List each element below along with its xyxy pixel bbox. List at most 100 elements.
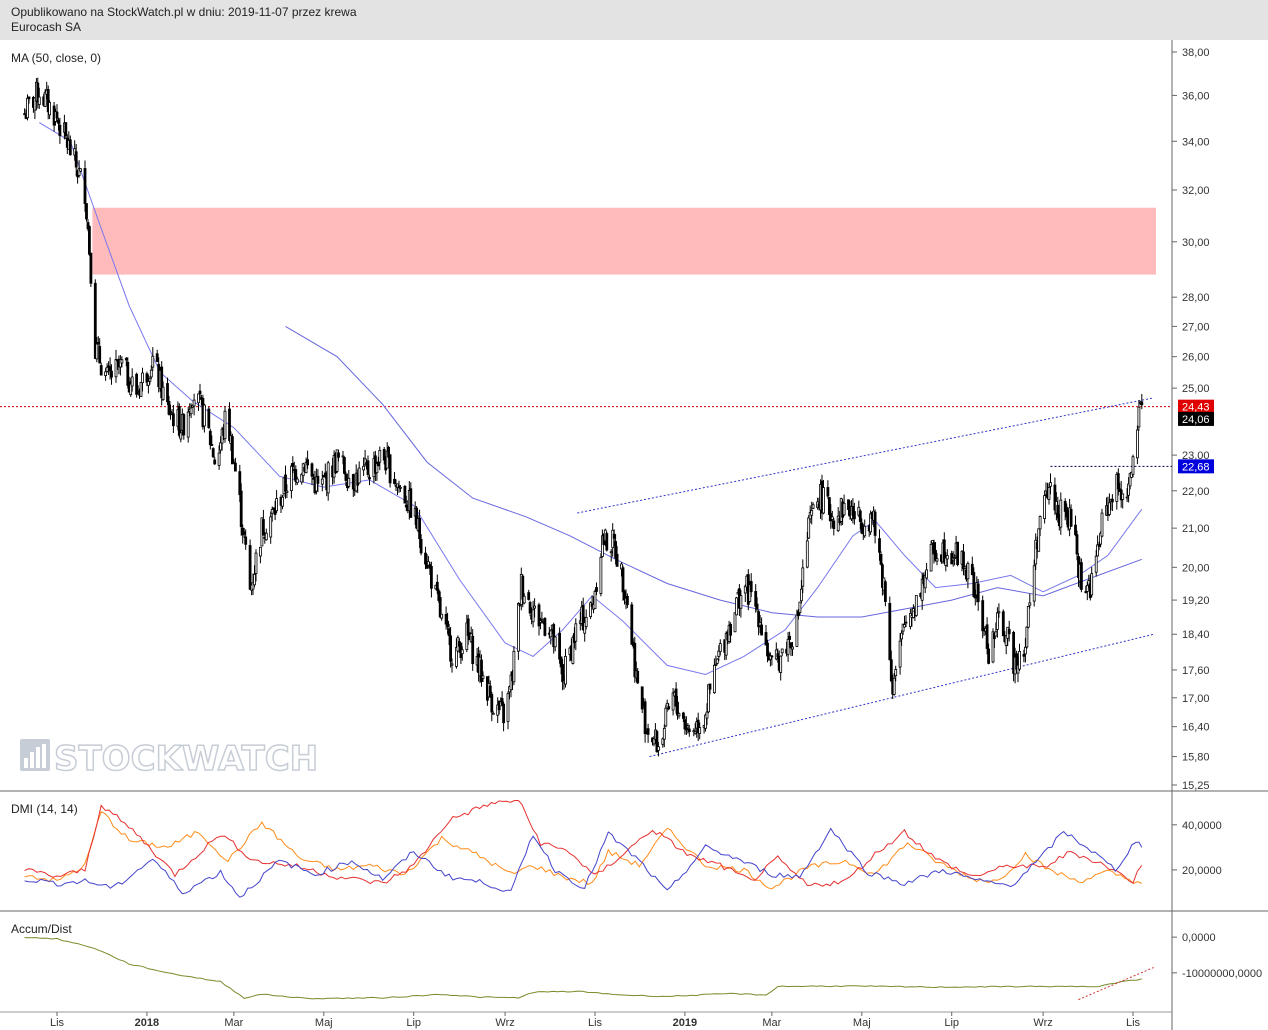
- candle-body: [858, 510, 862, 522]
- candle-body: [435, 581, 439, 591]
- candle-body: [242, 531, 246, 535]
- candle-body: [362, 465, 366, 471]
- candle-body: [202, 404, 206, 427]
- candle-body: [342, 457, 346, 474]
- candle-body: [1047, 487, 1051, 500]
- candle-body: [1125, 496, 1129, 499]
- candle-body: [889, 659, 893, 682]
- price-tick-label: 32,00: [1182, 185, 1210, 197]
- candle-body: [258, 546, 262, 557]
- candle-body: [571, 637, 575, 664]
- candle-body: [935, 558, 939, 562]
- candle-body: [291, 462, 295, 467]
- price-tick-label: 16,40: [1182, 722, 1210, 734]
- candle-body: [698, 727, 702, 734]
- candle-body: [424, 552, 427, 565]
- channel-lower-line: [649, 633, 1154, 758]
- candlesticks: [23, 77, 1144, 757]
- price-tag-label: 22,68: [1182, 461, 1210, 473]
- candle-body: [253, 574, 256, 586]
- candle-body: [643, 701, 647, 735]
- candle-body: [289, 465, 293, 492]
- candle-body: [881, 564, 884, 588]
- candle-body: [822, 487, 825, 514]
- candle-body: [1059, 499, 1063, 528]
- candle-body: [655, 731, 659, 753]
- candle-body: [275, 498, 279, 512]
- candle-body: [729, 624, 732, 636]
- candle-body: [810, 510, 814, 516]
- candle-body: [589, 602, 592, 618]
- candle-body: [543, 618, 547, 636]
- candle-body: [254, 552, 258, 574]
- candle-body: [1108, 502, 1111, 515]
- candle-body: [667, 706, 671, 710]
- candle-body: [104, 371, 107, 376]
- candle-body: [64, 122, 68, 137]
- candle-body: [735, 597, 738, 616]
- candle-body: [776, 653, 780, 658]
- candle-body: [182, 414, 186, 436]
- x-axis: Lis 2018 Mar Maj Lip Wrz Lis 2019 Mar Maj Lip Wrz Li…: [50, 1012, 1141, 1029]
- ad-tick-label: -10000000,0000: [1182, 968, 1262, 980]
- price-tick-label: 27,00: [1182, 321, 1210, 333]
- candle-body: [1099, 532, 1102, 545]
- candle-body: [1131, 456, 1135, 475]
- candle-body: [914, 595, 918, 616]
- candle-body: [718, 643, 722, 652]
- candle-body: [213, 459, 217, 465]
- candle-body: [994, 631, 998, 637]
- candle-body: [1096, 544, 1099, 557]
- candle-body: [26, 97, 29, 119]
- candle-body: [337, 452, 340, 458]
- x-tick-label: Mar: [224, 1017, 243, 1029]
- candle-body: [664, 707, 668, 727]
- candle-body: [798, 601, 802, 613]
- candle-body: [211, 448, 215, 458]
- candle-body: [549, 630, 553, 638]
- candle-body: [130, 376, 134, 387]
- candle-body: [93, 282, 97, 359]
- candle-body: [1128, 473, 1132, 487]
- candle-body: [74, 151, 78, 168]
- candle-body: [244, 536, 248, 545]
- candle-body: [749, 581, 753, 593]
- candle-body: [1136, 429, 1139, 459]
- candle-body: [114, 358, 118, 378]
- candle-body: [378, 449, 382, 463]
- candle-body: [739, 595, 743, 609]
- candle-body: [192, 399, 196, 407]
- candle-body: [770, 655, 774, 658]
- candle-body: [805, 540, 809, 568]
- candle-body: [1049, 482, 1052, 487]
- price-tick-label: 21,00: [1182, 523, 1210, 535]
- x-tick-label: Maj: [315, 1017, 333, 1029]
- candle-body: [894, 669, 898, 677]
- price-tick-label: 17,60: [1182, 665, 1210, 677]
- accum-dist-line: [24, 937, 1142, 1000]
- candle-body: [636, 671, 640, 684]
- candle-body: [440, 613, 444, 619]
- candle-body: [99, 365, 103, 376]
- candle-body: [1065, 507, 1069, 518]
- candle-body: [79, 168, 82, 172]
- candle-body: [760, 624, 763, 636]
- candle-body: [326, 462, 330, 494]
- candle-body: [925, 569, 928, 579]
- dmi-panel-title: DMI (14, 14): [11, 802, 78, 816]
- candle-body: [657, 746, 660, 751]
- price-tick-label: 38,00: [1182, 47, 1210, 59]
- candle-body: [764, 632, 768, 646]
- candle-body: [788, 635, 791, 640]
- candle-body: [223, 410, 227, 440]
- candle-body: [615, 553, 619, 567]
- candle-body: [661, 738, 665, 745]
- chart-canvas[interactable]: STOCKWATCH 38,00 36,00 34,00 32,00 30,00 28,0…: [0, 40, 1268, 1030]
- candle-body: [1111, 498, 1114, 503]
- candle-body: [460, 649, 464, 655]
- candle-body: [438, 597, 442, 618]
- x-tick-label: Lip: [406, 1017, 421, 1029]
- candle-body: [521, 575, 525, 600]
- candle-body: [1080, 562, 1083, 590]
- candle-body: [842, 502, 846, 516]
